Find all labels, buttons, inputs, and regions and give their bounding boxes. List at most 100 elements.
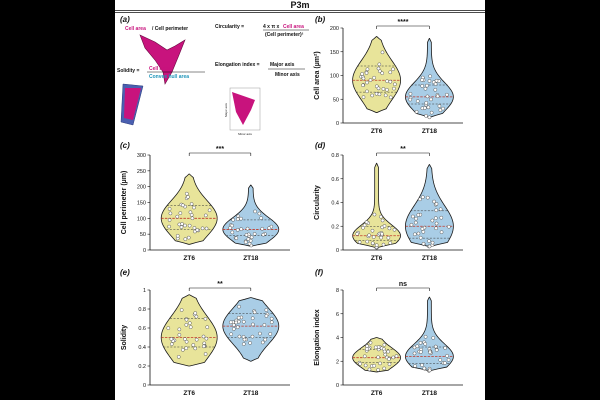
violin-zt6 [352,337,401,373]
cell-perimeter-text: / Cell perimeter [152,26,188,32]
data-point [181,348,185,352]
y-tick-label: 0.6 [138,326,146,332]
violin-zt6 [352,162,401,249]
data-point [376,86,381,91]
data-point [374,243,379,247]
x-category-zt18: ZT18 [422,390,438,397]
circularity-denominator: (Cell perimeter)² [265,32,304,38]
data-point [378,361,382,366]
x-category-zt18: ZT18 [422,255,438,262]
violin-zt18 [222,297,280,362]
data-point [179,308,184,312]
y-tick-label: 0.4 [331,201,339,207]
cell-shape-illustration [139,34,186,85]
data-point [185,191,189,196]
data-point [193,311,198,315]
data-point [188,210,193,215]
data-point [441,106,445,111]
y-tick-label: 0 [143,248,146,254]
significance-label: ** [400,146,406,153]
data-point [360,72,364,76]
figure-canvas: P3m (a) Cell area / Cell perimeter Circu… [115,0,485,397]
data-point [179,225,184,229]
data-point [239,227,244,231]
data-point [186,195,190,199]
data-point [177,333,182,337]
data-point [446,358,451,362]
data-point [191,343,196,347]
data-point [433,344,438,349]
x-category-zt6: ZT6 [371,390,383,397]
panel-b-label: (b) [315,15,326,24]
panel-e: (e) 0 0.2 0.4 0.6 0.8 1 Solidity ZT6 ZT18 ** [120,268,290,397]
data-point [355,232,359,236]
data-point [438,108,443,112]
data-point [443,361,447,365]
data-point [383,93,388,98]
data-point [382,366,386,371]
data-point [243,240,248,245]
data-point [361,95,366,99]
data-point [382,224,387,228]
data-point [409,223,414,227]
data-point [411,214,415,219]
data-point [386,349,390,354]
data-point [427,368,432,373]
data-point [234,236,239,240]
data-point [419,350,423,354]
data-point [268,332,273,336]
data-point [184,323,189,327]
elongation-cell-illustration [232,92,255,125]
data-point [263,337,268,342]
data-point [420,78,424,82]
data-point [414,220,418,225]
data-point [267,226,272,230]
data-point [204,226,209,231]
significance-label: ns [399,281,407,288]
x-category-zt18: ZT18 [422,128,438,135]
y-tick-label: 0.6 [331,177,339,183]
data-point [361,83,365,88]
y-tick-label: 0 [336,383,339,389]
data-point [394,354,399,358]
data-point [189,202,194,206]
data-point [194,314,199,319]
data-point [202,344,206,349]
data-point [439,230,444,234]
data-point [232,327,236,331]
y-tick-label: 0.2 [138,364,146,370]
data-point [386,236,391,240]
data-point [425,83,429,88]
data-point [423,86,428,91]
elongation-minor-axis: Minor axis [275,72,300,78]
data-point [380,50,385,55]
data-point [361,76,366,81]
elongation-prefix: Elongation index = [215,62,260,68]
x-category-zt6: ZT6 [371,255,383,262]
data-point [357,240,362,244]
data-point [376,368,380,372]
data-point [188,321,192,325]
data-point [433,88,438,92]
data-point [433,216,438,220]
data-point [427,79,432,83]
x-category-zt6: ZT6 [183,255,195,262]
data-point [445,92,449,97]
data-point [443,346,447,350]
data-point [259,216,263,220]
data-point [361,225,365,230]
data-point [229,332,233,336]
y-tick-label: 0 [336,248,339,254]
data-point [371,235,376,239]
data-point [425,195,430,200]
data-point [429,110,434,115]
data-point [382,349,387,354]
data-point [372,75,376,80]
data-point [376,355,380,360]
y-tick-label: 0.8 [138,307,146,313]
data-point [234,320,238,325]
data-point [269,316,274,321]
data-point [380,71,384,75]
y-tick-label: 0 [336,121,339,127]
panel-d-label: (d) [315,141,326,150]
